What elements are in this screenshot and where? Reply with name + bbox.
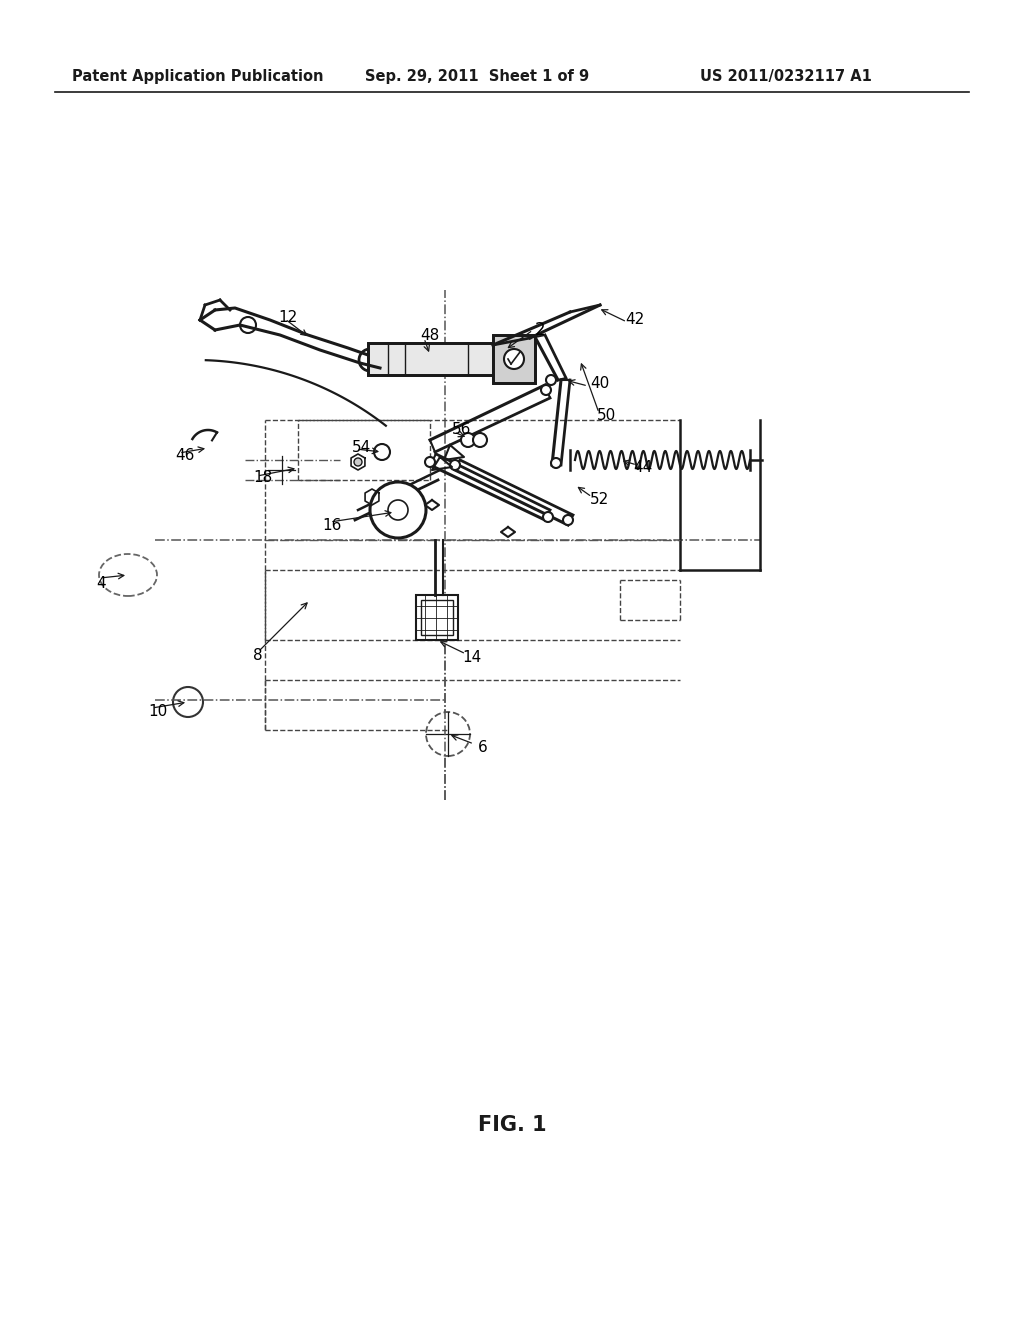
Text: 16: 16: [322, 517, 341, 532]
Bar: [416, 595, 458, 640]
Text: 48: 48: [420, 327, 439, 342]
Circle shape: [426, 711, 470, 756]
Text: Patent Application Publication: Patent Application Publication: [72, 69, 324, 84]
Text: 14: 14: [462, 649, 481, 664]
Text: 52: 52: [590, 492, 609, 507]
Text: 42: 42: [625, 313, 644, 327]
Text: 12: 12: [278, 309, 297, 325]
Circle shape: [541, 385, 551, 395]
Bar: [368, 343, 493, 375]
Circle shape: [504, 348, 524, 370]
Circle shape: [388, 500, 408, 520]
Circle shape: [461, 433, 475, 447]
Circle shape: [473, 433, 487, 447]
Circle shape: [546, 375, 556, 385]
Text: 2: 2: [535, 321, 546, 339]
Text: 50: 50: [597, 408, 616, 422]
Circle shape: [563, 515, 573, 525]
Text: 54: 54: [352, 440, 372, 454]
Text: 6: 6: [478, 741, 487, 755]
Text: 44: 44: [633, 461, 652, 475]
Text: 18: 18: [253, 470, 272, 486]
Text: Sep. 29, 2011  Sheet 1 of 9: Sep. 29, 2011 Sheet 1 of 9: [365, 69, 589, 84]
Bar: [493, 335, 535, 383]
Bar: [368, 343, 493, 375]
Bar: [493, 335, 535, 383]
Circle shape: [370, 482, 426, 539]
Circle shape: [551, 458, 561, 469]
Text: 4: 4: [96, 576, 105, 590]
Circle shape: [359, 348, 381, 371]
Text: 56: 56: [452, 421, 471, 437]
Text: US 2011/0232117 A1: US 2011/0232117 A1: [700, 69, 871, 84]
Text: 8: 8: [253, 648, 262, 664]
Circle shape: [240, 317, 256, 333]
Text: 10: 10: [148, 705, 167, 719]
Circle shape: [173, 686, 203, 717]
Bar: [421, 601, 453, 635]
Text: FIG. 1: FIG. 1: [477, 1114, 547, 1135]
Circle shape: [543, 512, 553, 521]
Circle shape: [374, 444, 390, 459]
Text: 40: 40: [590, 376, 609, 392]
Text: 46: 46: [175, 447, 195, 462]
Circle shape: [425, 457, 435, 467]
Circle shape: [354, 458, 362, 466]
Circle shape: [450, 459, 460, 470]
